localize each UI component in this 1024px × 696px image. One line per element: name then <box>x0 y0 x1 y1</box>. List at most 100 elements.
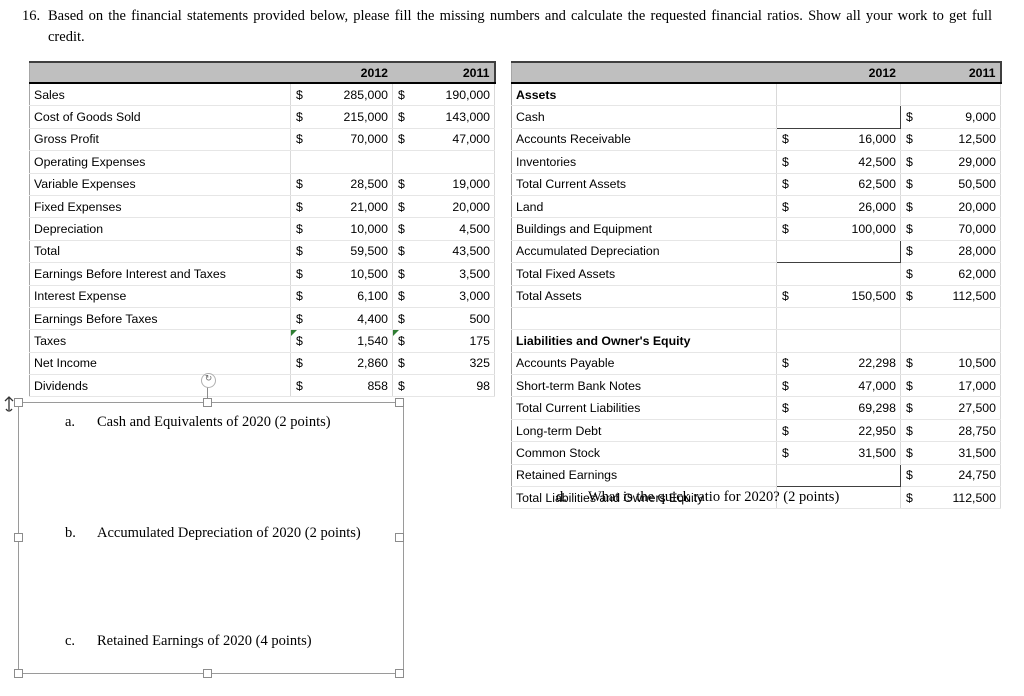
balance-sheet-row-label[interactable]: Total Liabilities and Owners Equity <box>511 486 777 510</box>
balance-sheet-row-label[interactable]: Assets <box>511 83 777 107</box>
income-statement-row-label[interactable]: Sales <box>29 83 291 107</box>
income-statement-cell-2011[interactable]: $43,500 <box>392 240 495 264</box>
balance-sheet-row-label[interactable]: Land <box>511 195 777 219</box>
balance-sheet-cell-2011[interactable]: $27,500 <box>900 396 1001 420</box>
balance-sheet-cell-2012[interactable] <box>776 105 901 129</box>
income-statement-cell-2011[interactable]: $98 <box>392 374 495 398</box>
income-statement-cell-2011[interactable]: $19,000 <box>392 173 495 196</box>
income-statement-cell-2011[interactable]: $143,000 <box>392 105 495 129</box>
resize-handle-bottom-center[interactable] <box>203 669 212 678</box>
balance-sheet-cell-2011[interactable]: $29,000 <box>900 150 1001 174</box>
income-statement-row-label[interactable]: Earnings Before Taxes <box>29 307 291 331</box>
balance-sheet-cell-2011[interactable]: $62,000 <box>900 262 1001 286</box>
balance-sheet-cell-2012[interactable] <box>776 329 901 353</box>
resize-handle-top-center[interactable] <box>203 398 212 407</box>
income-statement-row-label[interactable]: Dividends <box>29 374 291 398</box>
balance-sheet-cell-2011[interactable]: $9,000 <box>900 105 1001 129</box>
balance-sheet-cell-2012[interactable] <box>776 83 901 107</box>
resize-handle-top-left[interactable] <box>14 398 23 407</box>
balance-sheet-cell-2011[interactable]: $31,500 <box>900 441 1001 465</box>
balance-sheet-cell-2012[interactable]: $22,950 <box>776 419 901 443</box>
income-statement-row-label[interactable]: Earnings Before Interest and Taxes <box>29 262 291 286</box>
balance-sheet-cell-2012[interactable]: $69,298 <box>776 396 901 420</box>
balance-sheet-cell-2011[interactable]: $28,000 <box>900 240 1001 264</box>
balance-sheet-cell-2012[interactable] <box>776 239 901 264</box>
balance-sheet-cell-2011[interactable]: $20,000 <box>900 195 1001 219</box>
balance-sheet-cell-2011[interactable]: $112,500 <box>900 486 1001 510</box>
balance-sheet-row-label[interactable]: Liabilities and Owner's Equity <box>511 329 777 353</box>
income-statement-cell-2012[interactable]: $6,100 <box>290 285 393 308</box>
balance-sheet-row-label[interactable]: Inventories <box>511 150 777 174</box>
balance-sheet-cell-2012[interactable]: $26,000 <box>776 195 901 219</box>
balance-sheet-cell-2011[interactable]: $70,000 <box>900 217 1001 241</box>
resize-handle-top-right[interactable] <box>395 398 404 407</box>
balance-sheet-row-label[interactable]: Accounts Receivable <box>511 128 777 152</box>
balance-sheet-cell-2011[interactable] <box>900 329 1001 353</box>
resize-handle-bottom-right[interactable] <box>395 669 404 678</box>
balance-sheet-cell-2011[interactable]: $17,000 <box>900 374 1001 398</box>
balance-sheet-cell-2012[interactable]: $62,500 <box>776 173 901 196</box>
income-statement-cell-2012[interactable]: $70,000 <box>290 128 393 152</box>
income-statement-cell-2011[interactable]: $500 <box>392 307 495 331</box>
balance-sheet-row-label[interactable]: Long-term Debt <box>511 419 777 443</box>
balance-sheet-cell-2012[interactable]: $42,500 <box>776 150 901 174</box>
income-statement-cell-2012[interactable]: $285,000 <box>290 83 393 107</box>
income-statement-cell-2011[interactable]: $325 <box>392 352 495 376</box>
income-statement-row-label[interactable]: Total <box>29 240 291 264</box>
balance-sheet-cell-2011[interactable]: $12,500 <box>900 128 1001 152</box>
income-statement-cell-2012[interactable]: $2,860 <box>290 352 393 376</box>
income-statement-cell-2012[interactable]: $28,500 <box>290 173 393 196</box>
balance-sheet-cell-2012[interactable] <box>776 486 901 510</box>
balance-sheet-row-label[interactable]: Accumulated Depreciation <box>511 240 777 264</box>
balance-sheet-row-label[interactable]: Total Current Liabilities <box>511 396 777 420</box>
income-statement-row-label[interactable]: Variable Expenses <box>29 173 291 196</box>
balance-sheet-cell-2012[interactable]: $150,500 <box>776 285 901 308</box>
balance-sheet-row-label[interactable]: Retained Earnings <box>511 464 777 488</box>
balance-sheet-cell-2011[interactable]: $10,500 <box>900 352 1001 376</box>
balance-sheet-row-label[interactable]: Short-term Bank Notes <box>511 374 777 398</box>
balance-sheet-cell-2012[interactable] <box>776 307 901 331</box>
income-statement-cell-2012[interactable] <box>290 150 393 174</box>
balance-sheet-row-label[interactable] <box>511 307 777 331</box>
balance-sheet-cell-2012[interactable]: $16,000 <box>776 128 901 152</box>
income-statement-cell-2011[interactable]: $20,000 <box>392 195 495 219</box>
income-statement-cell-2012[interactable]: $858 <box>290 374 393 398</box>
income-statement-row-label[interactable]: Fixed Expenses <box>29 195 291 219</box>
balance-sheet-cell-2012[interactable]: $47,000 <box>776 374 901 398</box>
income-statement-cell-2011[interactable]: $175 <box>392 329 495 353</box>
income-statement-row-label[interactable]: Cost of Goods Sold <box>29 105 291 129</box>
income-statement-cell-2011[interactable]: $47,000 <box>392 128 495 152</box>
income-statement-row-label[interactable]: Depreciation <box>29 217 291 241</box>
balance-sheet-row-label[interactable]: Total Assets <box>511 285 777 308</box>
income-statement-cell-2011[interactable]: $3,000 <box>392 285 495 308</box>
income-statement-cell-2011[interactable]: $190,000 <box>392 83 495 107</box>
balance-sheet-row-label[interactable]: Total Fixed Assets <box>511 262 777 286</box>
balance-sheet-row-label[interactable]: Total Current Assets <box>511 173 777 196</box>
balance-sheet-cell-2011[interactable]: $50,500 <box>900 173 1001 196</box>
income-statement-cell-2012[interactable]: $21,000 <box>290 195 393 219</box>
income-statement-row-label[interactable]: Operating Expenses <box>29 150 291 174</box>
resize-handle-middle-left[interactable] <box>14 533 23 542</box>
answer-text-box[interactable]: a. Cash and Equivalents of 2020 (2 points… <box>18 402 404 674</box>
balance-sheet-cell-2012[interactable]: $31,500 <box>776 441 901 465</box>
income-statement-cell-2011[interactable] <box>392 150 495 174</box>
balance-sheet-cell-2012[interactable] <box>776 463 901 488</box>
resize-handle-bottom-left[interactable] <box>14 669 23 678</box>
income-statement-cell-2012[interactable]: $10,500 <box>290 262 393 286</box>
income-statement-cell-2012[interactable]: $4,400 <box>290 307 393 331</box>
resize-handle-middle-right[interactable] <box>395 533 404 542</box>
income-statement-row-label[interactable]: Interest Expense <box>29 285 291 308</box>
income-statement-row-label[interactable]: Net Income <box>29 352 291 376</box>
balance-sheet-cell-2011[interactable]: $28,750 <box>900 419 1001 443</box>
income-statement-cell-2011[interactable]: $4,500 <box>392 217 495 241</box>
balance-sheet-table[interactable]: 2012 2011 Assets Cash $9,000 Accounts Receiva… <box>511 61 1002 510</box>
income-statement-cell-2012[interactable]: $215,000 <box>290 105 393 129</box>
balance-sheet-cell-2012[interactable]: $22,298 <box>776 352 901 376</box>
income-statement-cell-2011[interactable]: $3,500 <box>392 262 495 286</box>
balance-sheet-cell-2012[interactable]: $100,000 <box>776 217 901 241</box>
income-statement-row-label[interactable]: Gross Profit <box>29 128 291 152</box>
income-statement-cell-2012[interactable]: $10,000 <box>290 217 393 241</box>
balance-sheet-cell-2011[interactable] <box>900 83 1001 107</box>
balance-sheet-row-label[interactable]: Common Stock <box>511 441 777 465</box>
balance-sheet-row-label[interactable]: Accounts Payable <box>511 352 777 376</box>
